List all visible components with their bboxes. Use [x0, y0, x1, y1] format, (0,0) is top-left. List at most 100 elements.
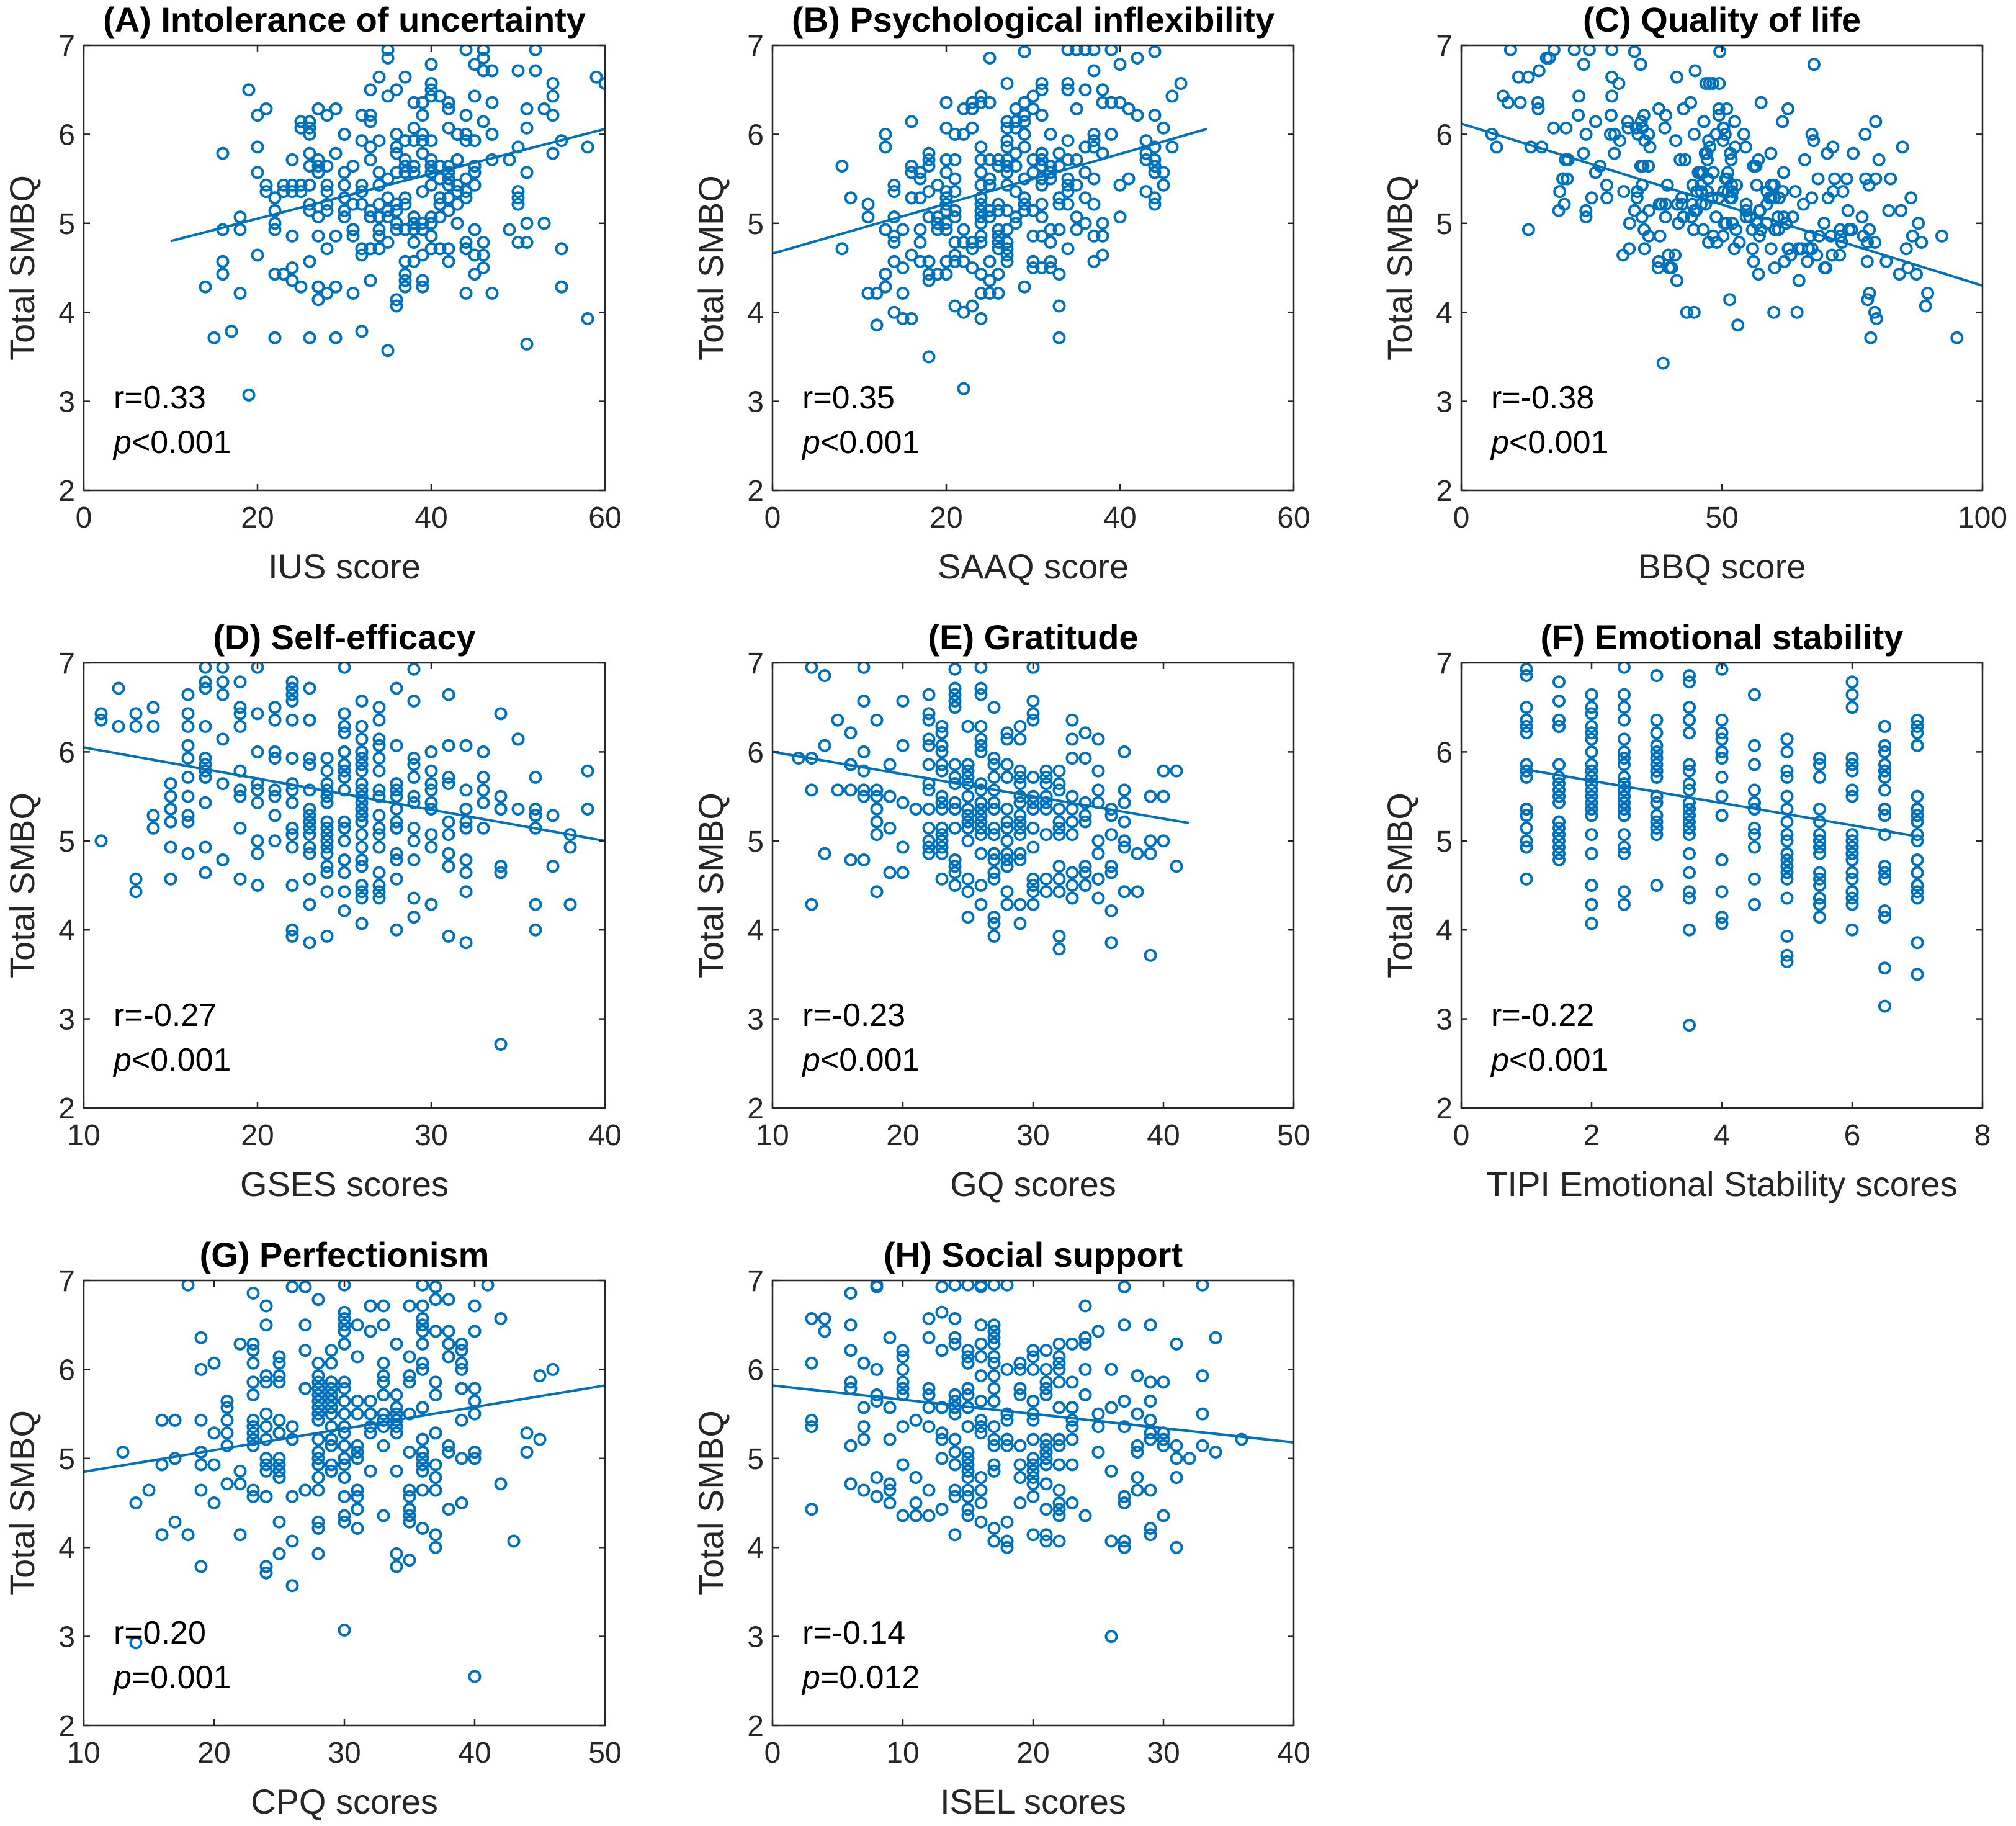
data-point [1845, 828, 1859, 842]
data-point [303, 254, 316, 268]
data-point [983, 52, 997, 65]
data-point [546, 109, 560, 122]
data-point [398, 197, 412, 211]
data-point [351, 1522, 364, 1535]
data-point [974, 815, 988, 829]
data-point [974, 777, 988, 791]
data-point [164, 815, 177, 829]
data-point [1552, 713, 1566, 727]
data-point [277, 185, 290, 199]
data-point [199, 796, 212, 809]
data-point [416, 1280, 429, 1292]
y-axis-label: Total SMBQ [691, 175, 730, 361]
data-point [1737, 127, 1750, 141]
data-point [416, 1401, 429, 1414]
data-point [442, 178, 455, 192]
y-tick-label: 6 [58, 1354, 75, 1387]
data-point [948, 236, 962, 249]
y-tick-label: 3 [747, 386, 764, 419]
data-point [320, 796, 334, 809]
data-point [1157, 1509, 1170, 1522]
p-value: p<0.001 [112, 425, 231, 461]
data-point [896, 866, 910, 879]
data-point [1706, 77, 1720, 90]
data-point [965, 242, 979, 256]
data-point [1572, 89, 1586, 103]
data-point [311, 1356, 325, 1370]
data-point [1065, 815, 1079, 829]
data-point [1026, 261, 1040, 274]
data-point [424, 160, 438, 173]
data-point [1122, 102, 1136, 115]
data-point [870, 1362, 884, 1376]
data-point [320, 860, 334, 873]
data-point [974, 287, 988, 300]
data-point [1087, 45, 1101, 56]
data-point [1026, 1464, 1040, 1478]
data-point [1078, 1299, 1092, 1313]
data-point [1731, 318, 1745, 332]
data-point [1118, 745, 1131, 758]
data-point [338, 726, 351, 740]
data-point [974, 1426, 988, 1440]
data-point [1650, 809, 1664, 822]
data-point [1635, 210, 1649, 224]
regression-line [772, 1384, 1294, 1444]
data-point [155, 1458, 169, 1472]
data-point [987, 1432, 1001, 1446]
data-point [303, 752, 316, 765]
data-point [1688, 204, 1701, 217]
data-point [935, 1503, 949, 1516]
data-point [372, 229, 386, 243]
data-point [1743, 210, 1757, 224]
data-point [1561, 172, 1574, 186]
data-point [1521, 70, 1535, 84]
data-point [887, 185, 901, 199]
y-tick-label: 7 [747, 647, 764, 680]
data-point [983, 254, 997, 268]
data-point [325, 1439, 338, 1452]
data-point [905, 312, 918, 325]
data-point [948, 204, 962, 217]
data-point [987, 911, 1001, 924]
data-point [1845, 897, 1859, 911]
panel-title: (A) Intolerance of uncertainty [103, 0, 586, 39]
data-point [537, 217, 551, 230]
data-point [935, 739, 949, 752]
data-point [433, 172, 447, 186]
data-point [1520, 840, 1533, 854]
data-point [1780, 732, 1794, 746]
data-point [338, 764, 351, 778]
data-point [294, 185, 308, 199]
data-point [974, 312, 988, 325]
data-point [1748, 688, 1761, 701]
data-point [1091, 764, 1105, 778]
x-tick-label: 60 [588, 501, 621, 534]
data-point [277, 178, 290, 192]
data-point [311, 210, 325, 224]
data-point [398, 254, 412, 268]
data-point [987, 1337, 1001, 1351]
data-point [259, 1407, 273, 1421]
data-point [355, 758, 369, 771]
data-point [1018, 191, 1031, 205]
data-point [251, 834, 264, 848]
data-point [442, 1439, 455, 1452]
data-point [935, 1305, 949, 1319]
data-point [992, 153, 1005, 166]
data-point [1026, 1528, 1040, 1542]
data-point [298, 1280, 312, 1293]
data-point [529, 64, 542, 78]
data-point [1715, 732, 1729, 746]
correlation-r: r=-0.22 [1491, 997, 1594, 1033]
data-point [1104, 936, 1118, 950]
data-point [450, 178, 464, 192]
data-point [416, 1452, 429, 1465]
x-tick-label: 0 [76, 501, 92, 534]
data-point [948, 1407, 962, 1421]
y-tick-label: 7 [747, 1265, 764, 1298]
data-point [1623, 242, 1636, 256]
data-point [1687, 127, 1701, 141]
data-point [242, 388, 256, 402]
